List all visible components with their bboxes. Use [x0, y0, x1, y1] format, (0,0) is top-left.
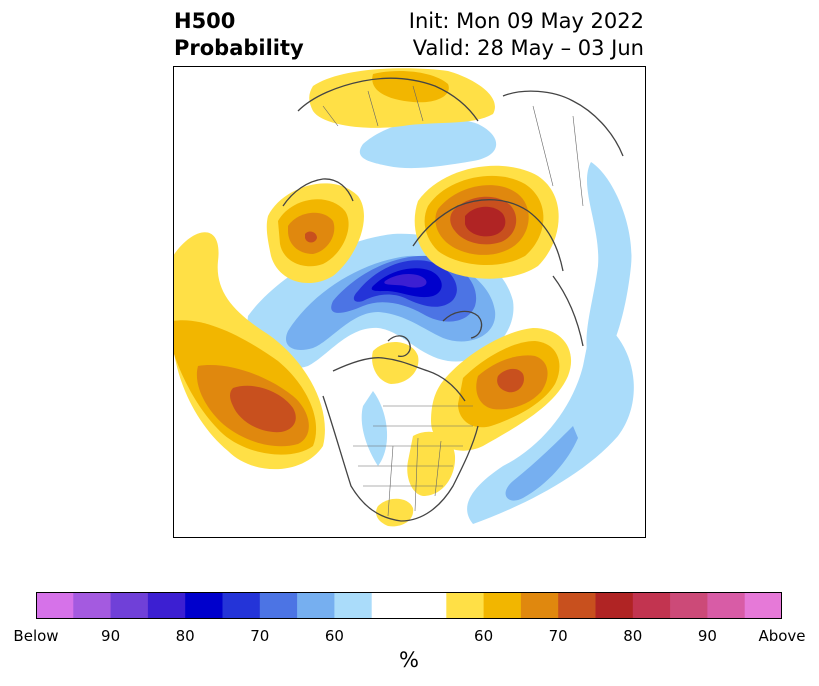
colorbar-tick-label: 90: [697, 627, 717, 645]
chart-title-right: Init: Mon 09 May 2022 Valid: 28 May – 03…: [409, 8, 644, 62]
colorbar-tick-label: 60: [474, 627, 494, 645]
colorbar-swatch: [222, 592, 261, 619]
title-variable: H500: [174, 9, 236, 33]
colorbar-tick-label: 70: [548, 627, 568, 645]
below-60-region-north: [359, 118, 497, 169]
chart-title-left: H500 Probability: [174, 8, 304, 62]
colorbar-swatch: [595, 592, 634, 619]
colorbar: [36, 592, 782, 619]
colorbar-tick-label: 80: [623, 627, 643, 645]
title-init-date: Init: Mon 09 May 2022: [408, 9, 644, 33]
colorbar-tick-label: 70: [250, 627, 270, 645]
colorbar-swatch: [483, 592, 522, 619]
colorbar-tick-label: 90: [101, 627, 121, 645]
below-core-region-central: [384, 273, 427, 288]
colorbar-swatch: [707, 592, 746, 619]
borders: [322, 85, 584, 517]
colorbar-swatch: [446, 592, 485, 619]
above-80-region-siberia: [465, 206, 506, 237]
above-65-region-north: [372, 71, 449, 103]
colorbar-swatch: [185, 592, 223, 619]
colorbar-swatch: [670, 592, 708, 619]
coastlines: [282, 77, 624, 522]
colorbar-swatch: [744, 592, 782, 619]
colorbar-swatch: [259, 592, 298, 619]
above-75-region-pacific: [230, 385, 296, 433]
title-valid-range: Valid: 28 May – 03 Jun: [412, 36, 644, 60]
colorbar-tick-label: Below: [13, 627, 59, 645]
below-60-region-east: [586, 162, 632, 366]
title-type: Probability: [174, 36, 304, 60]
colorbar-tick-label: 60: [324, 627, 344, 645]
above-75-region-alaska: [305, 231, 317, 243]
colorbar-tick-label: 80: [175, 627, 195, 645]
above-60-region-canada: [372, 341, 419, 384]
below-60-region-gulf: [361, 391, 388, 466]
below-70-region-atlantic: [505, 426, 578, 501]
colorbar-swatch: [110, 592, 149, 619]
colorbar-swatch: [371, 592, 410, 619]
above-60-region-us-east: [407, 431, 456, 496]
colorbar-swatch: [297, 592, 335, 619]
above-75-region-atlantic: [497, 368, 524, 393]
colorbar-swatch: [520, 592, 559, 619]
probability-map: [173, 66, 646, 538]
colorbar-swatch: [409, 592, 447, 619]
colorbar-swatch: [334, 592, 373, 619]
above-60-region-gulf: [376, 498, 414, 527]
colorbar-swatch: [73, 592, 112, 619]
colorbar-swatch: [147, 592, 186, 619]
below-60-region-atlantic: [467, 316, 634, 524]
colorbar-swatch: [36, 592, 74, 619]
colorbar-tick-label: Above: [758, 627, 806, 645]
colorbar-swatch: [558, 592, 596, 619]
colorbar-swatch: [632, 592, 671, 619]
colorbar-unit: %: [399, 648, 419, 672]
